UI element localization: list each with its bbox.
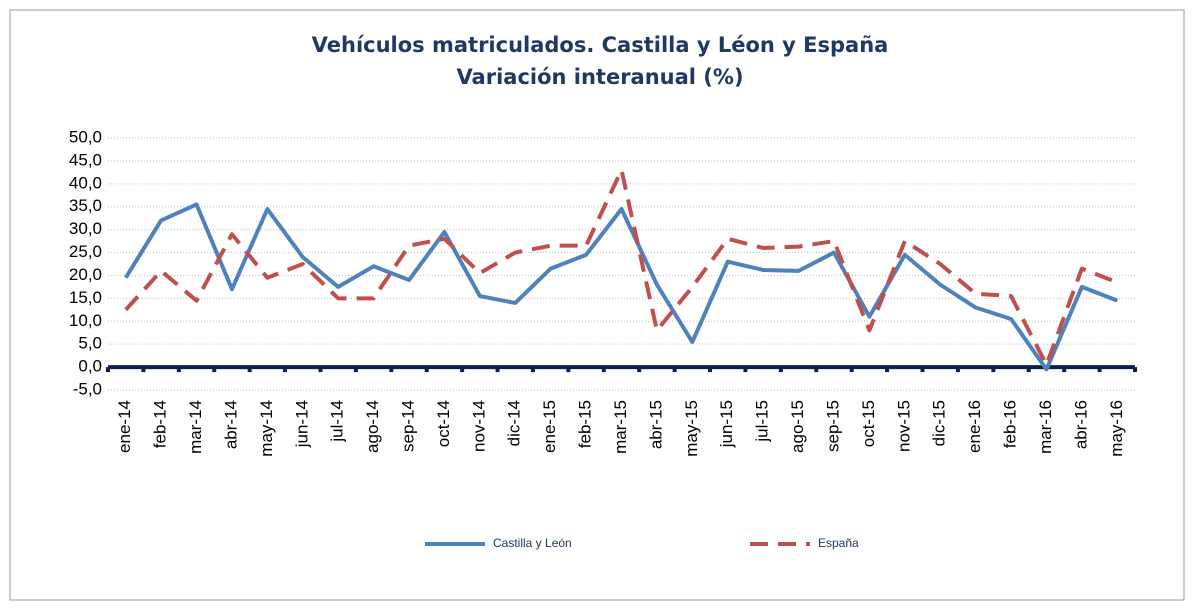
x-tick-label: mar-15 bbox=[611, 400, 630, 454]
y-tick-label: 30,0 bbox=[69, 219, 102, 238]
x-tick-label: abr-14 bbox=[221, 400, 240, 449]
x-tick-label: nov-14 bbox=[469, 400, 488, 452]
x-tick-label: oct-14 bbox=[434, 400, 453, 447]
x-tick-label: jun-14 bbox=[292, 400, 311, 448]
x-tick-label: nov-15 bbox=[894, 400, 913, 452]
y-tick-label: 45,0 bbox=[69, 150, 102, 169]
chart-subtitle: Variación interanual (%) bbox=[456, 65, 743, 89]
y-tick-label: 0,0 bbox=[78, 357, 102, 376]
x-tick-label: ago-14 bbox=[363, 400, 382, 453]
x-tick-label: may-14 bbox=[257, 400, 276, 457]
x-tick-label: jul-15 bbox=[753, 400, 772, 443]
x-tick-label: ene-16 bbox=[965, 400, 984, 453]
x-tick-label: ago-15 bbox=[788, 400, 807, 453]
legend-label: Castilla y León bbox=[493, 536, 572, 550]
y-tick-label: 50,0 bbox=[69, 127, 102, 146]
x-tick-label: ene-14 bbox=[115, 400, 134, 453]
x-tick-label: abr-16 bbox=[1071, 400, 1090, 449]
x-tick-label: feb-16 bbox=[1001, 400, 1020, 448]
x-tick-label: mar-14 bbox=[186, 400, 205, 454]
x-tick-label: dic-15 bbox=[930, 400, 949, 446]
y-tick-label: 10,0 bbox=[69, 311, 102, 330]
x-tick-label: jul-14 bbox=[328, 400, 347, 443]
y-tick-label: 5,0 bbox=[78, 334, 102, 353]
series-line bbox=[124, 202, 1119, 372]
x-tick-label: abr-15 bbox=[646, 400, 665, 449]
y-tick-label: 40,0 bbox=[69, 173, 102, 192]
x-tick-label: feb-15 bbox=[576, 400, 595, 448]
chart-border bbox=[9, 9, 1185, 601]
x-tick-label: jun-15 bbox=[717, 400, 736, 448]
x-tick-label: feb-14 bbox=[151, 400, 170, 448]
chart-title: Vehículos matriculados. Castilla y Léon … bbox=[312, 33, 889, 57]
x-tick-label: oct-15 bbox=[859, 400, 878, 447]
x-tick-label: ene-15 bbox=[540, 400, 559, 453]
y-tick-label: 25,0 bbox=[69, 242, 102, 261]
x-tick-label: sep-15 bbox=[823, 400, 842, 452]
x-tick-label: sep-14 bbox=[399, 400, 418, 452]
x-tick-label: may-16 bbox=[1107, 400, 1126, 457]
y-tick-label: 20,0 bbox=[69, 265, 102, 284]
y-tick-label: -5,0 bbox=[73, 379, 102, 398]
y-tick-label: 15,0 bbox=[69, 288, 102, 307]
x-tick-label: dic-14 bbox=[505, 400, 524, 446]
legend-label: España bbox=[818, 536, 859, 550]
y-tick-label: 35,0 bbox=[69, 196, 102, 215]
x-tick-label: may-15 bbox=[682, 400, 701, 457]
series-line bbox=[124, 168, 1119, 367]
x-tick-label: mar-16 bbox=[1036, 400, 1055, 454]
